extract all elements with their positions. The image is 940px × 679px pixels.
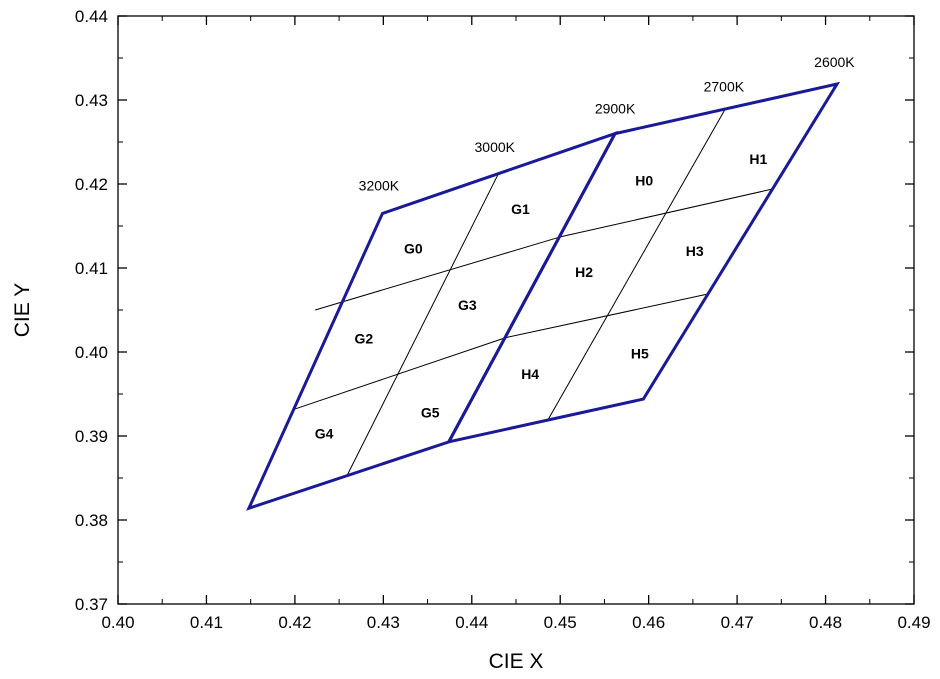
y-axis-title: CIE Y	[11, 283, 34, 337]
x-axis-title: CIE X	[489, 650, 544, 673]
y-tick-label: 0.41	[75, 259, 108, 278]
x-tick-label: 0.46	[632, 613, 665, 632]
g-bin-outline	[246, 130, 619, 511]
bin-label: G2	[355, 331, 374, 347]
bin-label: G4	[315, 426, 334, 442]
bin-label: H0	[635, 173, 653, 189]
x-tick-label: 0.41	[190, 613, 223, 632]
bin-label: G1	[511, 201, 530, 217]
bin-divider-line	[547, 108, 727, 421]
axis-ticks: 0.40 0.41 0.42 0.43 0.44 0.45 0.46 0.47 0.48 0.49…	[75, 7, 931, 632]
y-tick-label: 0.38	[75, 511, 108, 530]
x-tick-label: 0.45	[544, 613, 577, 632]
y-tick-label: 0.39	[75, 427, 108, 446]
x-tick-label: 0.42	[278, 613, 311, 632]
bin-label: H1	[749, 151, 767, 167]
y-tick-label: 0.40	[75, 343, 108, 362]
cct-label: 2700K	[704, 79, 745, 95]
bin-label: G5	[421, 405, 440, 421]
bin-outlines	[246, 81, 841, 511]
h-bin-outline	[445, 81, 841, 445]
x-tick-label: 0.49	[897, 613, 930, 632]
bin-label: G0	[404, 241, 423, 257]
bin-divider-line	[505, 293, 709, 339]
x-tick-label: 0.40	[101, 613, 134, 632]
cct-label: 3200K	[359, 178, 400, 194]
cct-label: 3000K	[475, 139, 516, 155]
cct-label: 2900K	[595, 100, 636, 116]
bin-grid-lines	[292, 108, 773, 476]
bin-labels: 3200K 3000K 2900K 2700K 2600K G0 G1 G2 G3 G4 G5 H0 H…	[315, 54, 856, 441]
bin-divider-line	[292, 337, 506, 411]
cct-label: 2600K	[814, 54, 855, 70]
x-tick-label: 0.44	[455, 613, 488, 632]
bin-label: G3	[458, 297, 477, 313]
bin-label: H2	[575, 264, 593, 280]
x-tick-label: 0.48	[809, 613, 842, 632]
bin-divider-line	[346, 173, 499, 476]
bin-divider-line	[560, 188, 773, 238]
bin-divider-line	[315, 236, 561, 311]
x-tick-label: 0.43	[367, 613, 400, 632]
plot-frame	[117, 15, 915, 605]
y-tick-label: 0.43	[75, 91, 108, 110]
bin-label: H4	[521, 366, 539, 382]
y-tick-label: 0.44	[75, 7, 108, 26]
bin-label: H5	[631, 346, 649, 362]
y-tick-label: 0.37	[75, 595, 108, 614]
bin-label: H3	[686, 243, 704, 259]
y-tick-label: 0.42	[75, 175, 108, 194]
x-tick-label: 0.47	[721, 613, 754, 632]
